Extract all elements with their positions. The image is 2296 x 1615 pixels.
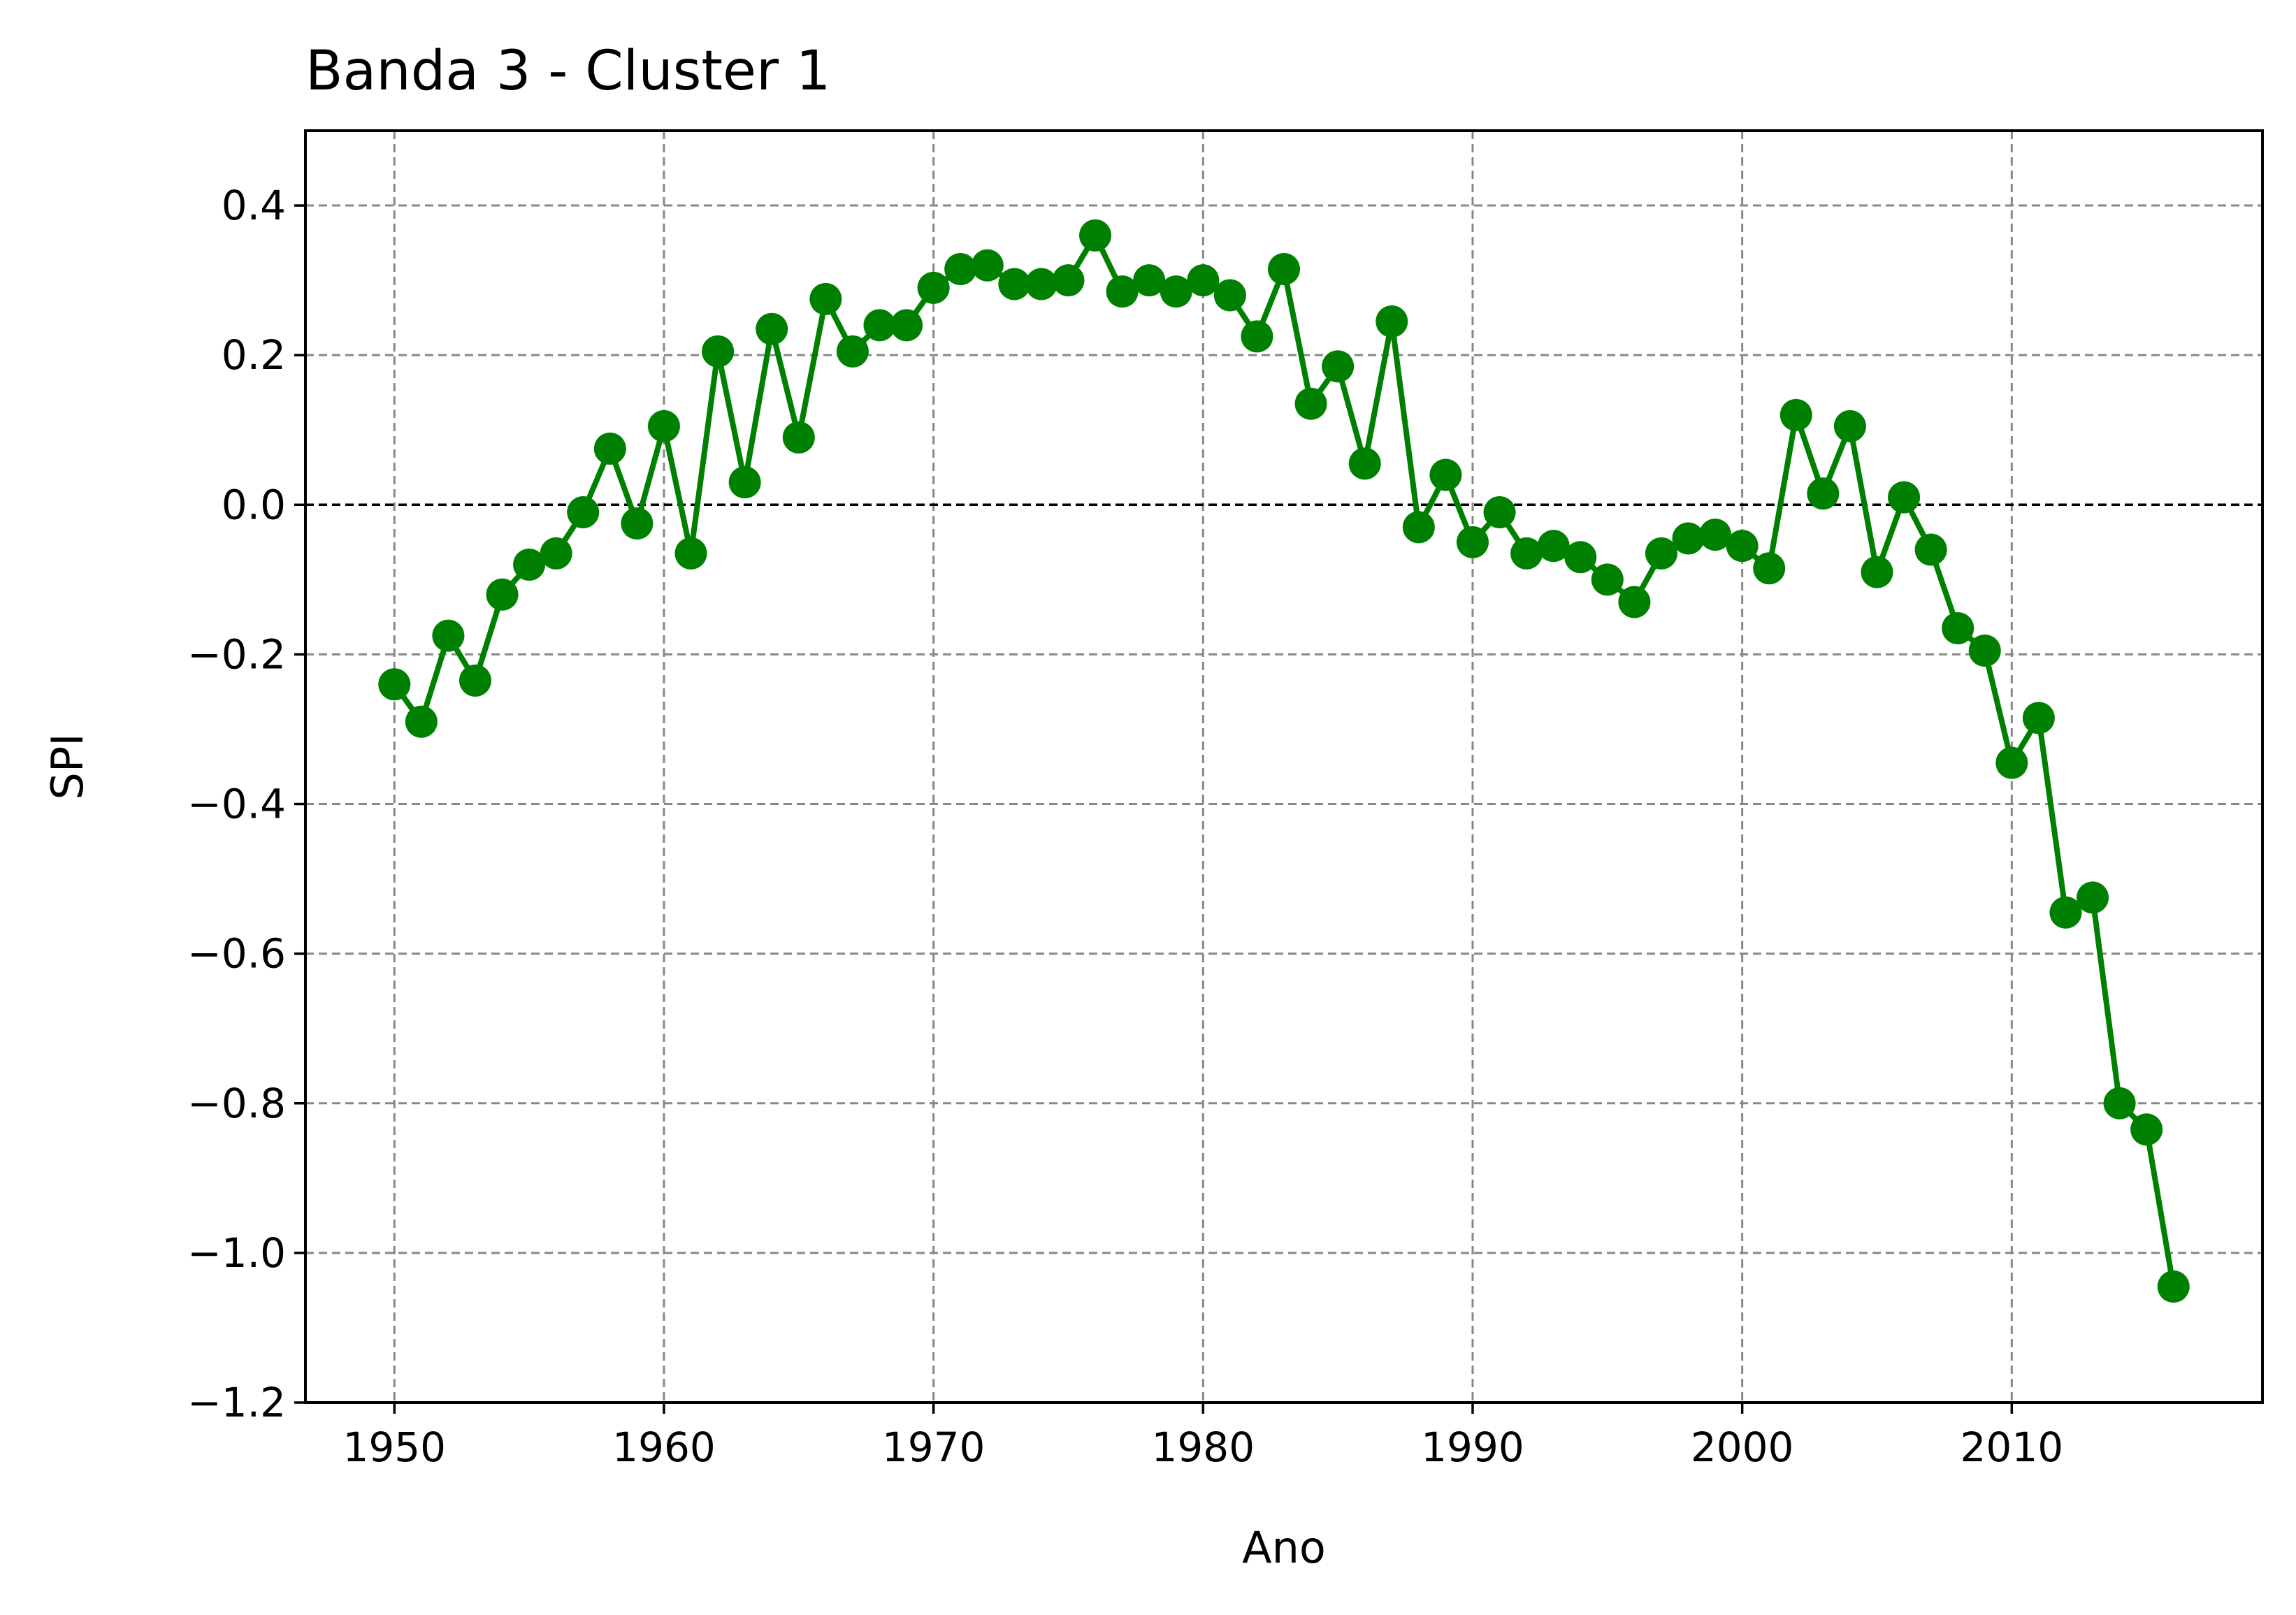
data-point <box>432 619 465 652</box>
data-point <box>782 421 815 454</box>
data-point <box>863 309 896 342</box>
data-point <box>1726 530 1759 563</box>
data-point <box>1537 530 1570 563</box>
data-point <box>1376 305 1408 338</box>
y-axis-ticks: 0.4 0.2 0.0 −0.2 −0.4 −0.6 −0.8 −1.0 −1.2 <box>187 182 305 1426</box>
data-point <box>1160 275 1192 308</box>
data-point <box>1483 496 1516 528</box>
data-point <box>567 496 600 528</box>
y-tick-label: 0.0 <box>222 481 286 528</box>
data-point <box>1779 398 1812 431</box>
data-point <box>593 433 626 465</box>
data-point <box>1591 563 1624 596</box>
data-point <box>1213 279 1246 312</box>
data-point <box>378 668 411 701</box>
data-point <box>2049 896 2082 929</box>
x-tick-label: 1980 <box>1151 1424 1255 1471</box>
y-axis-label: SPI <box>42 733 93 799</box>
x-tick-label: 1990 <box>1421 1424 1524 1471</box>
data-point <box>1025 268 1057 300</box>
data-point <box>1294 387 1327 420</box>
data-point <box>1322 350 1355 383</box>
data-point <box>809 282 842 315</box>
x-tick-label: 2010 <box>1961 1424 2064 1471</box>
x-axis-ticks: 1950 1960 1970 1980 1990 2000 2010 <box>342 1403 2063 1471</box>
data-point <box>917 271 950 304</box>
data-point <box>2157 1270 2190 1303</box>
data-point <box>2077 881 2109 914</box>
chart-title: Banda 3 - Cluster 1 <box>305 40 830 103</box>
x-tick-label: 1960 <box>612 1424 716 1471</box>
data-point <box>1429 458 1462 491</box>
data-point <box>890 309 923 342</box>
data-point <box>971 249 1004 282</box>
data-point <box>1079 219 1112 252</box>
data-point <box>1510 537 1543 570</box>
data-point <box>728 466 761 499</box>
data-point <box>756 312 788 345</box>
x-tick-label: 1950 <box>342 1424 446 1471</box>
y-tick-label: −0.2 <box>187 630 286 678</box>
data-point <box>1888 481 1921 514</box>
data-point <box>1995 746 2028 779</box>
data-point <box>1672 522 1705 555</box>
data-point <box>486 578 519 611</box>
data-point <box>1753 552 1786 585</box>
data-point <box>513 548 546 581</box>
data-point <box>1942 611 1974 644</box>
x-axis-label: Ano <box>1242 1522 1326 1573</box>
data-point <box>1402 511 1435 544</box>
x-tick-label: 2000 <box>1691 1424 1794 1471</box>
data-point <box>1833 410 1866 442</box>
data-point <box>621 507 654 540</box>
y-tick-label: 0.4 <box>222 182 286 229</box>
series-line <box>392 232 2176 1287</box>
data-point <box>1268 253 1300 286</box>
data-point <box>1133 264 1166 297</box>
data-point <box>1456 526 1489 558</box>
plot-frame <box>304 129 2264 1404</box>
data-point <box>1241 320 1273 353</box>
y-tick-label: −0.8 <box>187 1080 286 1127</box>
data-point <box>702 335 735 368</box>
data-point <box>944 253 977 286</box>
data-point <box>540 537 572 570</box>
data-point <box>2103 1087 2136 1120</box>
y-tick-label: −1.2 <box>187 1379 286 1426</box>
x-tick-label: 1970 <box>882 1424 985 1471</box>
data-point <box>1348 447 1381 480</box>
data-point <box>1699 519 1732 551</box>
y-tick-label: −1.0 <box>187 1229 286 1277</box>
data-point <box>1052 264 1085 297</box>
y-tick-label: −0.4 <box>187 781 286 828</box>
grid-lines <box>305 131 2262 1403</box>
data-point <box>2022 702 2055 734</box>
data-point <box>1106 275 1139 308</box>
data-point <box>1564 541 1597 574</box>
y-tick-label: 0.2 <box>222 331 286 379</box>
data-point <box>1968 635 2001 667</box>
data-point <box>1645 537 1677 570</box>
data-point <box>405 705 438 738</box>
data-point <box>2130 1113 2163 1146</box>
data-point <box>1807 477 1840 510</box>
data-point <box>1861 556 1893 588</box>
data-point <box>1914 533 1947 566</box>
y-tick-label: −0.6 <box>187 930 286 978</box>
data-point <box>459 664 491 697</box>
data-point <box>998 268 1031 300</box>
data-point <box>1187 264 1220 297</box>
data-point <box>647 410 680 442</box>
data-point <box>1618 586 1651 618</box>
data-point <box>674 537 707 570</box>
series-layer <box>378 219 2190 1303</box>
data-point <box>836 335 869 368</box>
